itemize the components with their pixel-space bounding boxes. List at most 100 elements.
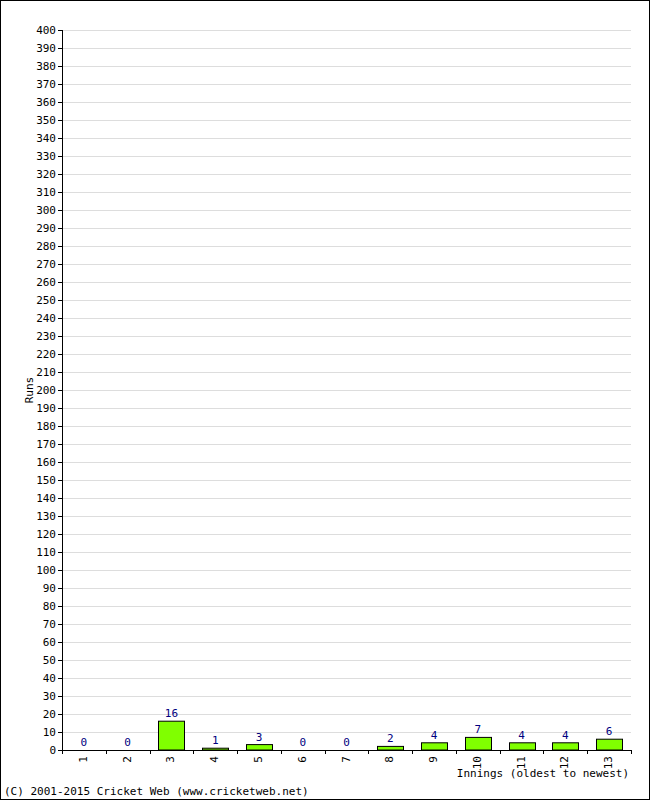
x-tick	[412, 750, 413, 754]
y-tick	[58, 102, 62, 103]
grid-line	[62, 102, 631, 103]
y-tick-label: 300	[36, 204, 56, 217]
y-tick	[58, 318, 62, 319]
grid-line	[62, 678, 631, 679]
y-tick	[58, 732, 62, 733]
y-tick	[58, 66, 62, 67]
y-tick	[58, 696, 62, 697]
y-tick	[58, 156, 62, 157]
grid-line	[62, 714, 631, 715]
y-tick-label: 220	[36, 348, 56, 361]
x-tick	[456, 750, 457, 754]
bar	[378, 746, 404, 750]
grid-line	[62, 66, 631, 67]
grid-line	[62, 498, 631, 499]
y-tick-label: 250	[36, 294, 56, 307]
bar	[72, 750, 98, 751]
grid-line	[62, 336, 631, 337]
grid-line	[62, 264, 631, 265]
y-tick	[58, 480, 62, 481]
bar	[291, 750, 317, 751]
y-tick	[58, 372, 62, 373]
grid-line	[62, 732, 631, 733]
y-tick-label: 80	[43, 600, 56, 613]
grid-line	[62, 228, 631, 229]
y-tick	[58, 246, 62, 247]
bar	[203, 748, 229, 750]
y-tick-label: 10	[43, 726, 56, 739]
y-tick-label: 350	[36, 114, 56, 127]
y-axis	[62, 30, 63, 750]
data-label: 4	[431, 729, 438, 742]
y-tick-label: 100	[36, 564, 56, 577]
y-tick-label: 230	[36, 330, 56, 343]
grid-line	[62, 174, 631, 175]
x-tick-label: 6	[296, 756, 309, 763]
y-tick-label: 200	[36, 384, 56, 397]
x-tick	[543, 750, 544, 754]
y-tick	[58, 354, 62, 355]
data-label: 4	[562, 729, 569, 742]
y-tick	[58, 462, 62, 463]
y-tick	[58, 678, 62, 679]
y-tick	[58, 588, 62, 589]
grid-line	[62, 246, 631, 247]
y-tick-label: 20	[43, 708, 56, 721]
y-tick	[58, 534, 62, 535]
y-tick-label: 40	[43, 672, 56, 685]
x-tick	[237, 750, 238, 754]
grid-line	[62, 156, 631, 157]
y-tick	[58, 228, 62, 229]
bar	[422, 743, 448, 750]
grid-line	[62, 30, 631, 31]
bar	[116, 750, 142, 751]
data-label: 3	[256, 731, 263, 744]
y-tick	[58, 390, 62, 391]
y-tick-label: 340	[36, 132, 56, 145]
y-tick-label: 170	[36, 438, 56, 451]
grid-line	[62, 354, 631, 355]
grid-line	[62, 552, 631, 553]
grid-line	[62, 642, 631, 643]
y-tick	[58, 426, 62, 427]
grid-line	[62, 696, 631, 697]
y-tick-label: 120	[36, 528, 56, 541]
y-tick	[58, 120, 62, 121]
grid-line	[62, 120, 631, 121]
y-tick-label: 60	[43, 636, 56, 649]
data-label: 0	[124, 736, 131, 749]
y-tick	[58, 714, 62, 715]
data-label: 16	[165, 707, 178, 720]
grid-line	[62, 408, 631, 409]
grid-line	[62, 372, 631, 373]
y-tick-label: 190	[36, 402, 56, 415]
grid-line	[62, 534, 631, 535]
data-label: 0	[299, 736, 306, 749]
y-tick	[58, 282, 62, 283]
x-tick	[106, 750, 107, 754]
bar	[466, 737, 492, 750]
y-tick	[58, 210, 62, 211]
grid-line	[62, 516, 631, 517]
grid-line	[62, 750, 631, 751]
grid-line	[62, 606, 631, 607]
x-tick	[150, 750, 151, 754]
x-tick	[281, 750, 282, 754]
grid-line	[62, 624, 631, 625]
grid-line	[62, 192, 631, 193]
x-tick-label: 5	[252, 756, 265, 763]
y-tick	[58, 48, 62, 49]
data-label: 1	[212, 734, 219, 747]
y-tick-label: 70	[43, 618, 56, 631]
y-tick-label: 290	[36, 222, 56, 235]
y-tick	[58, 30, 62, 31]
x-tick-label: 8	[383, 756, 396, 763]
bar	[553, 743, 579, 750]
bars	[159, 721, 623, 750]
y-tick-label: 400	[36, 24, 56, 37]
grid-line	[62, 210, 631, 211]
data-label: 7	[474, 723, 481, 736]
y-tick-label: 180	[36, 420, 56, 433]
y-tick-label: 50	[43, 654, 56, 667]
x-axis	[62, 750, 631, 751]
